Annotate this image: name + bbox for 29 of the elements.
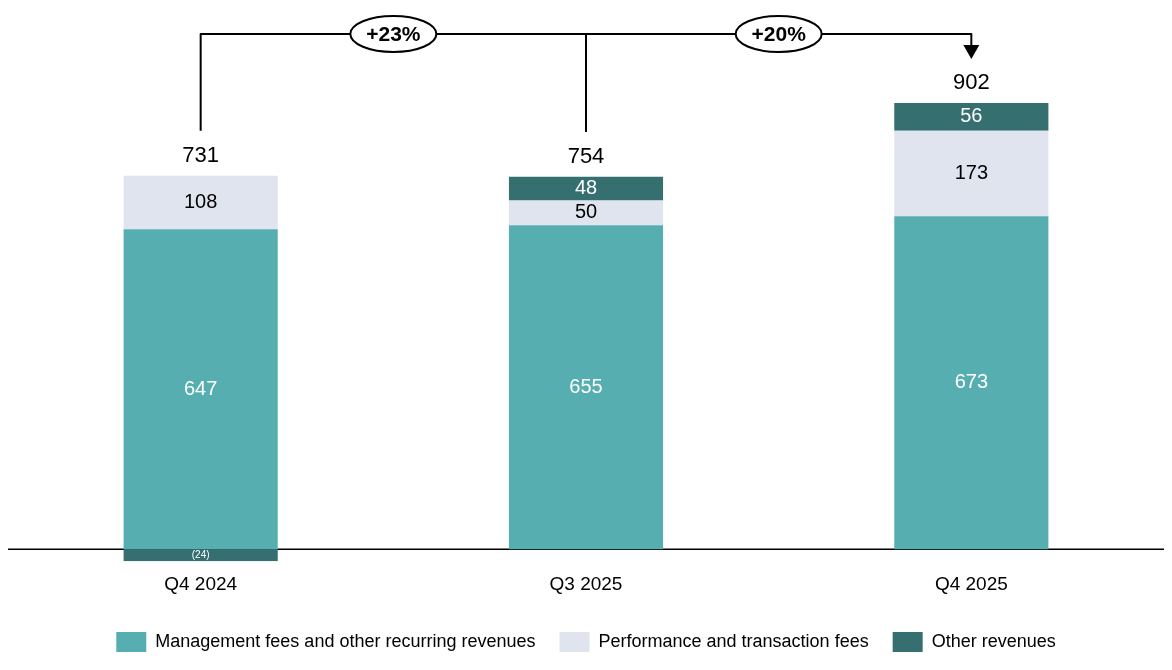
text: +23% bbox=[366, 21, 421, 45]
total-label: 754 bbox=[567, 142, 605, 168]
data-label: 56 bbox=[960, 104, 983, 127]
bar bbox=[894, 216, 1049, 550]
data-label: 647 bbox=[183, 376, 218, 399]
data-label: (24) bbox=[191, 549, 210, 561]
data-label: 50 bbox=[574, 200, 598, 223]
data-label: 655 bbox=[569, 374, 603, 397]
bar bbox=[508, 225, 664, 550]
bar bbox=[508, 200, 664, 226]
total-label: 731 bbox=[182, 141, 220, 167]
total-label: 902 bbox=[952, 69, 990, 95]
legend-label: Performance and transaction fees bbox=[598, 630, 869, 651]
bar bbox=[894, 103, 1049, 131]
x-tick-label: Q4 2025 bbox=[934, 572, 1008, 594]
legend-label: Other revenues bbox=[931, 630, 1056, 651]
x-tick-label: Q4 2024 bbox=[164, 572, 238, 594]
data-label: 48 bbox=[574, 176, 598, 199]
bar bbox=[508, 176, 664, 201]
bar bbox=[894, 130, 1049, 217]
bar bbox=[123, 549, 278, 562]
text: +20% bbox=[751, 21, 807, 45]
legend-label: Management fees and other recurring revenues bbox=[155, 630, 536, 651]
data-label: 108 bbox=[183, 189, 218, 212]
bar bbox=[123, 175, 278, 230]
data-label: 673 bbox=[954, 370, 989, 393]
bar bbox=[123, 229, 278, 550]
data-label: 173 bbox=[954, 161, 989, 184]
x-tick-label: Q3 2025 bbox=[549, 572, 623, 594]
